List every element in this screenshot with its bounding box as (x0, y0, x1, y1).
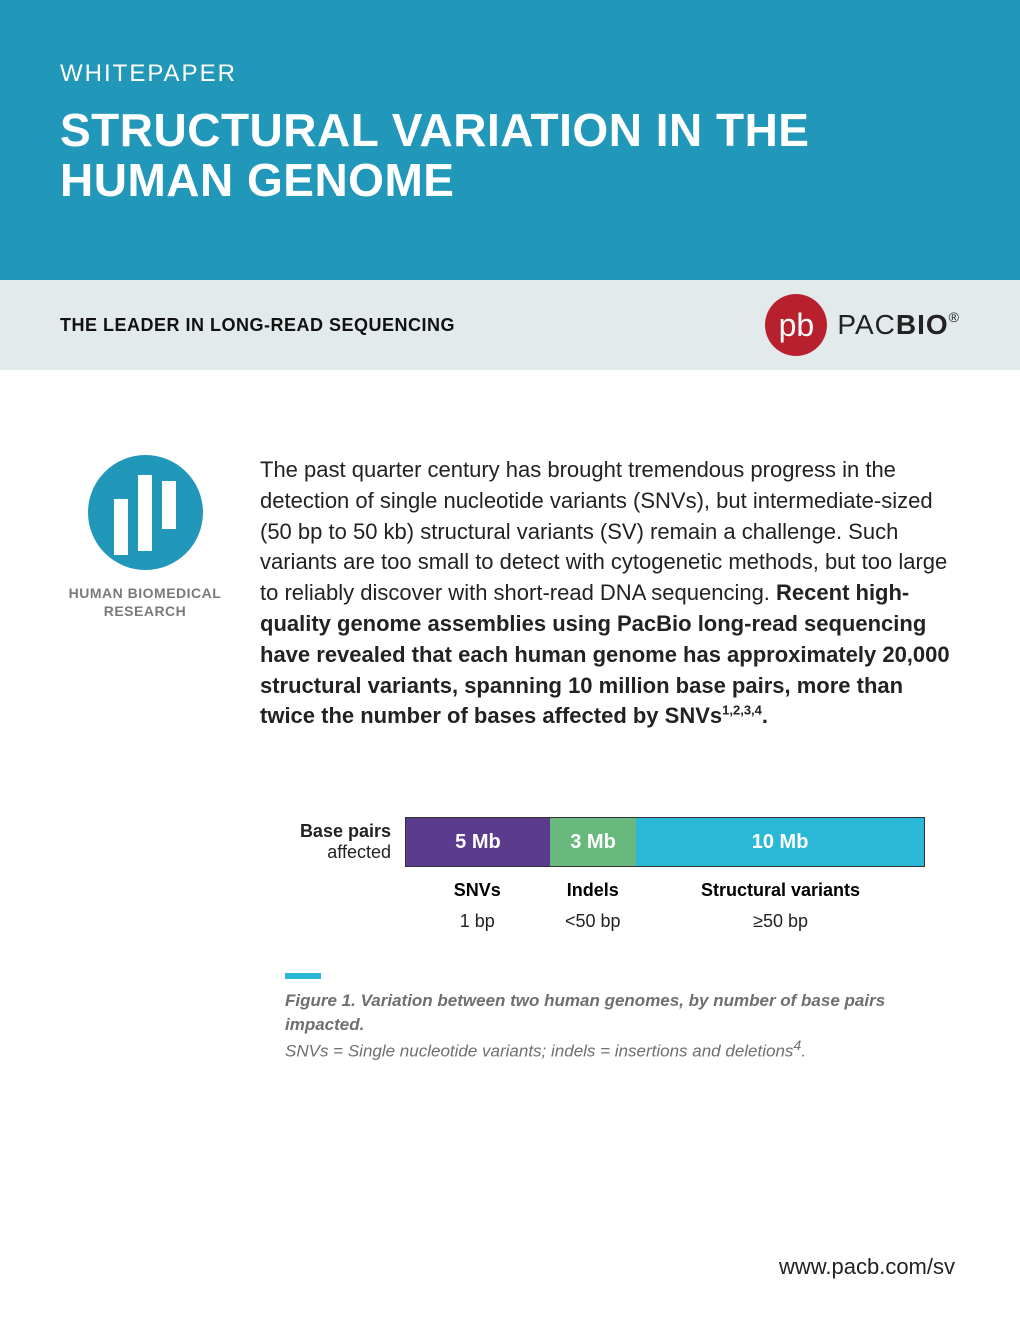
chart-bar-row: Base pairs affected 5 Mb3 Mb10 Mb (285, 817, 925, 867)
chart-category: SNVs1 bp (405, 877, 549, 935)
tagline: THE LEADER IN LONG-READ SEQUENCING (60, 315, 455, 336)
chart-category: Structural variants≥50 bp (636, 877, 925, 935)
section-icon-label: HUMAN BIOMEDICAL RESEARCH (65, 584, 225, 620)
pacbio-logo: pb PACBIO® (765, 294, 960, 356)
page-title: STRUCTURAL VARIATION IN THE HUMAN GENOME (60, 106, 960, 205)
footer-url: www.pacb.com/sv (779, 1254, 955, 1280)
registered-mark: ® (949, 309, 960, 325)
document-type-label: WHITEPAPER (60, 60, 960, 88)
caption-rest: SNVs = Single nucleotide variants; indel… (285, 1041, 793, 1060)
logo-circle-icon: pb (765, 294, 827, 356)
chart-row-label: Base pairs affected (285, 817, 405, 867)
icon-label-line1: HUMAN BIOMEDICAL (69, 585, 222, 601)
caption-period: . (801, 1041, 806, 1060)
logo-wordmark: PACBIO® (837, 309, 960, 341)
logo-text-bold: BIO (896, 309, 949, 340)
icon-label-line2: RESEARCH (104, 603, 187, 619)
section-icon-block: HUMAN BIOMEDICAL RESEARCH (65, 455, 225, 732)
body-citation-sup: 1,2,3,4 (722, 703, 762, 718)
figure-caption: Figure 1. Variation between two human ge… (285, 973, 925, 1063)
content-row: HUMAN BIOMEDICAL RESEARCH The past quart… (0, 370, 1020, 732)
bar-segment: 10 Mb (636, 818, 924, 866)
hero-banner: WHITEPAPER STRUCTURAL VARIATION IN THE H… (0, 0, 1020, 280)
row-label-rest: affected (285, 842, 391, 863)
stacked-bar: 5 Mb3 Mb10 Mb (405, 817, 925, 867)
chart-category: Indels<50 bp (549, 877, 636, 935)
sub-banner: THE LEADER IN LONG-READ SEQUENCING pb PA… (0, 280, 1020, 370)
bar-segment: 3 Mb (550, 818, 636, 866)
caption-bold: Figure 1. Variation between two human ge… (285, 991, 885, 1034)
caption-accent-dash (285, 973, 321, 979)
bar-segment: 5 Mb (406, 818, 550, 866)
logo-text-thin: PAC (837, 309, 896, 340)
figure-1-chart: Base pairs affected 5 Mb3 Mb10 Mb SNVs1 … (285, 817, 925, 935)
body-period: . (762, 703, 768, 728)
chart-categories: SNVs1 bpIndels<50 bpStructural variants≥… (285, 877, 925, 935)
body-paragraph: The past quarter century has brought tre… (260, 455, 955, 732)
row-label-bold: Base pairs (300, 821, 391, 841)
caption-text: Figure 1. Variation between two human ge… (285, 989, 925, 1063)
bars-icon (88, 455, 203, 570)
